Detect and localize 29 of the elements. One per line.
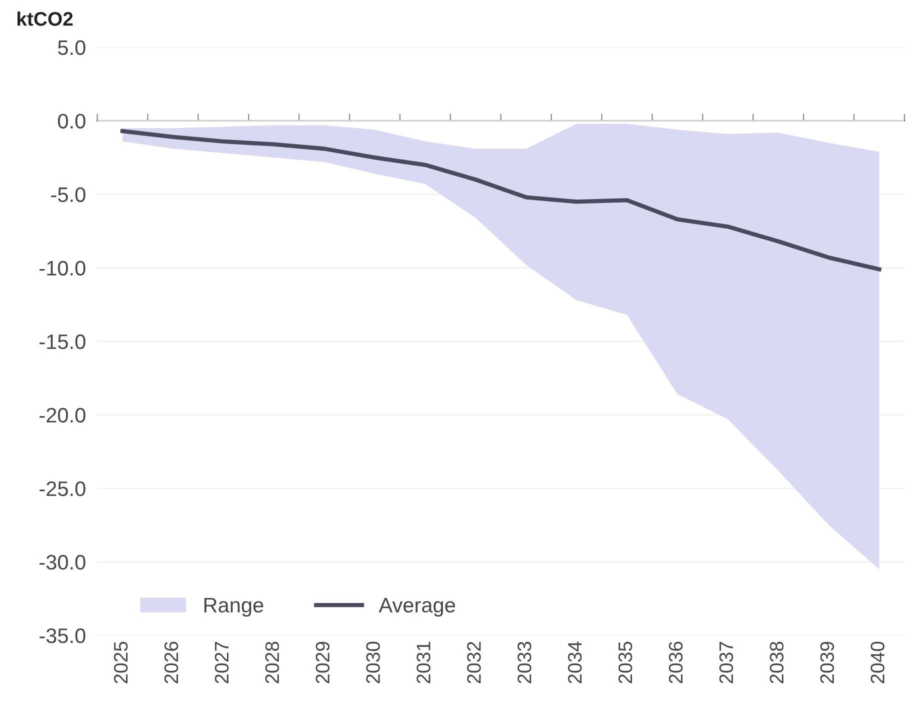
line-series	[120, 129, 882, 272]
x-tick-label: 2028	[265, 642, 280, 684]
x-tick-label: 2032	[467, 642, 481, 684]
x-tick-label: 2034	[568, 642, 582, 684]
x-tick-label: 2033	[518, 642, 532, 684]
y-tick-label: -10.0	[40, 260, 86, 276]
legend-label: Average	[378, 598, 456, 617]
y-tick-label: -35.0	[40, 628, 86, 644]
x-tick-label: 2036	[668, 642, 683, 684]
y-tick-label: -20.0	[40, 408, 86, 423]
y-tick-label: -15.0	[40, 334, 86, 350]
y-tick-label: 0.0	[58, 114, 86, 129]
x-tick-label: 2026	[164, 642, 178, 684]
y-tick-label: 5.0	[58, 40, 86, 56]
y-tick-label: -5.0	[51, 187, 86, 202]
y-tick-label: -25.0	[40, 481, 86, 496]
y-axis-title: ktCO2	[18, 12, 73, 26]
legend-label: Range	[204, 598, 264, 617]
x-tick-label: 2039	[820, 642, 834, 684]
x-tick-label: 2035	[618, 642, 632, 684]
x-tick-label: 2027	[214, 642, 229, 684]
x-tick-label: 2040	[870, 642, 884, 684]
x-tick-label: 2038	[770, 642, 784, 684]
y-tick-label: -30.0	[40, 554, 86, 570]
x-tick-label: 2029	[316, 642, 330, 684]
x-tick-label: 2031	[416, 642, 430, 684]
x-tick-label: 2037	[719, 642, 734, 684]
x-tick-label: 2025	[114, 642, 128, 684]
x-tick-label: 2030	[366, 642, 380, 684]
